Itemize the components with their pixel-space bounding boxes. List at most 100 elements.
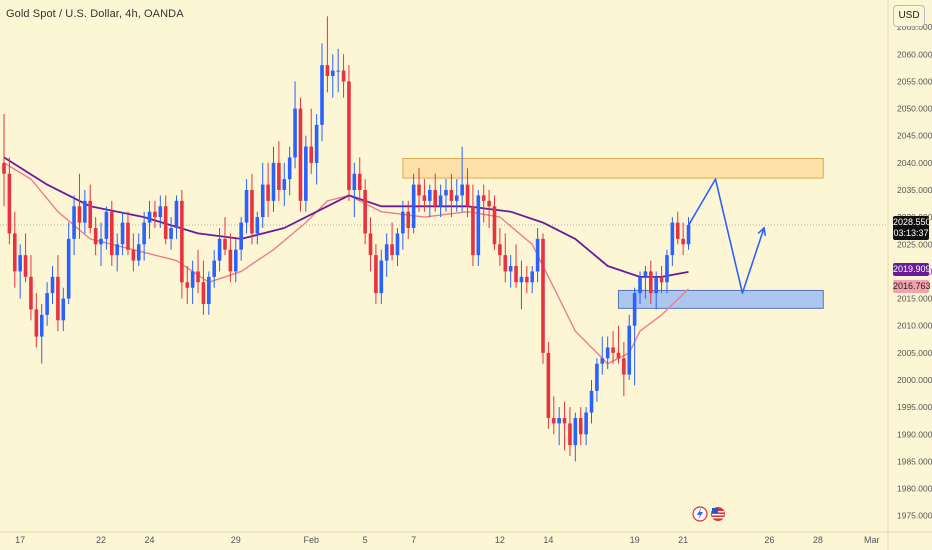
candle-down — [163, 195, 168, 245]
time-tick-label: 29 — [231, 535, 241, 545]
price-tick-label: 1975.000 — [897, 511, 932, 521]
candle-up — [260, 162, 265, 228]
candle-body — [83, 200, 87, 223]
candle-body — [595, 363, 599, 391]
candle-up — [584, 407, 588, 446]
candle-up — [104, 206, 109, 250]
candle-body — [66, 238, 71, 299]
candle-body — [309, 146, 314, 163]
candle-body — [417, 184, 421, 196]
candle-down — [546, 342, 551, 429]
candle-up — [72, 195, 76, 256]
candle-down — [616, 325, 621, 364]
candle-body — [336, 70, 340, 72]
candle-body — [29, 276, 33, 310]
candle-body — [562, 418, 567, 424]
candle-down — [487, 190, 491, 228]
candle-up — [330, 54, 335, 98]
candle-body — [115, 244, 119, 256]
candle-up — [45, 282, 49, 326]
candle-body — [363, 190, 367, 234]
candle-body — [266, 184, 270, 201]
candle-body — [228, 249, 233, 272]
price-tick-label: 2040.000 — [897, 158, 932, 168]
candle-up — [66, 222, 71, 304]
candle-up — [428, 184, 432, 218]
candle-body — [390, 244, 394, 256]
candle-body — [627, 325, 632, 375]
price-tick-label: 2035.000 — [897, 185, 932, 195]
candle-body — [18, 255, 22, 272]
projection-arrow — [687, 178, 767, 294]
currency-button[interactable]: USD — [893, 5, 925, 27]
candle-up — [379, 249, 384, 304]
candle-down — [277, 141, 281, 201]
candle-up — [314, 114, 319, 185]
candle-body — [589, 390, 594, 413]
projection-arrowhead — [757, 226, 767, 237]
candle-body — [250, 190, 254, 234]
candle-down — [514, 244, 518, 288]
candle-down — [34, 293, 39, 348]
candle-up — [320, 43, 324, 142]
candle-up — [454, 179, 459, 212]
candle-body — [293, 108, 297, 158]
candle-up — [136, 233, 141, 266]
candle-down — [201, 260, 206, 315]
ma-fast-badge: 2016.763 — [893, 280, 931, 293]
candle-up — [233, 238, 238, 283]
candle-up — [595, 358, 599, 402]
us-flag-icon[interactable] — [711, 507, 725, 521]
candle-body — [163, 206, 168, 239]
candle-body — [649, 271, 653, 294]
candle-body — [449, 190, 454, 201]
time-tick-label: 14 — [543, 535, 553, 545]
candle-body — [239, 222, 243, 250]
last-price-value: 2028.550 — [893, 217, 931, 227]
candle-body — [481, 195, 486, 201]
price-tick-label: 2055.000 — [897, 76, 932, 86]
candle-down — [433, 173, 437, 212]
candle-body — [632, 293, 637, 326]
candle-up — [476, 190, 481, 266]
candle-body — [185, 282, 190, 288]
candle-down — [23, 233, 28, 283]
candle-body — [314, 124, 319, 163]
candle-down — [611, 331, 615, 364]
ma-slow-badge: 2019.909 — [893, 263, 931, 276]
candle-body — [136, 244, 141, 261]
candle-body — [7, 173, 12, 234]
candle-down — [390, 222, 394, 261]
candle-down — [465, 168, 470, 218]
candle-body — [131, 249, 136, 261]
candle-up — [158, 195, 163, 228]
candle-body — [584, 412, 588, 435]
candle-body — [99, 238, 103, 245]
candle-up — [271, 146, 276, 212]
candle-down — [325, 16, 330, 93]
candle-body — [110, 211, 114, 256]
candle-body — [77, 206, 82, 223]
lightning-icon[interactable] — [692, 506, 708, 522]
candle-body — [93, 228, 98, 245]
candle-body — [568, 423, 572, 446]
candle-down — [503, 233, 508, 283]
candle-down — [492, 195, 497, 250]
candle-up — [670, 217, 675, 266]
candle-down — [363, 179, 367, 245]
support-zone — [617, 289, 824, 309]
price-tick-label: 2015.000 — [897, 294, 932, 304]
candle-body — [104, 211, 109, 239]
candle-up — [147, 200, 152, 239]
candle-down — [417, 168, 421, 212]
candle-up — [557, 407, 561, 446]
moving-averages — [3, 156, 689, 365]
candle-up — [535, 228, 540, 283]
time-tick-label: Feb — [303, 535, 319, 545]
candle-body — [298, 108, 303, 201]
candle-body — [487, 200, 491, 207]
candle-up — [174, 195, 179, 239]
candle-down — [525, 266, 529, 294]
price-tick-label: 2025.000 — [897, 239, 932, 249]
